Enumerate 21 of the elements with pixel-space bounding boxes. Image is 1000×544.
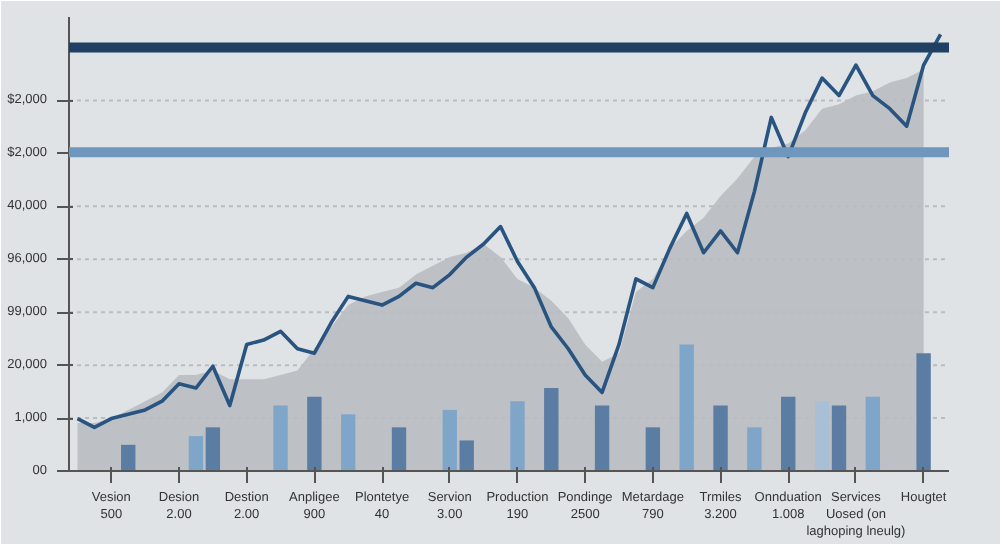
bar [391, 427, 407, 471]
bar [865, 396, 881, 471]
bar [747, 427, 762, 471]
bar [341, 414, 356, 471]
bar [645, 427, 661, 471]
bar [273, 405, 288, 471]
bar [544, 388, 559, 471]
bar [121, 444, 136, 471]
bar [459, 440, 474, 471]
bar [814, 401, 830, 471]
bar [442, 409, 457, 471]
bar [781, 396, 796, 471]
bar [679, 344, 694, 471]
bar [510, 401, 525, 471]
bar [205, 427, 221, 471]
bar [594, 405, 610, 471]
bar [307, 396, 322, 471]
bar [916, 353, 931, 471]
bar [831, 405, 847, 471]
bar [713, 405, 728, 471]
bar [188, 436, 204, 471]
